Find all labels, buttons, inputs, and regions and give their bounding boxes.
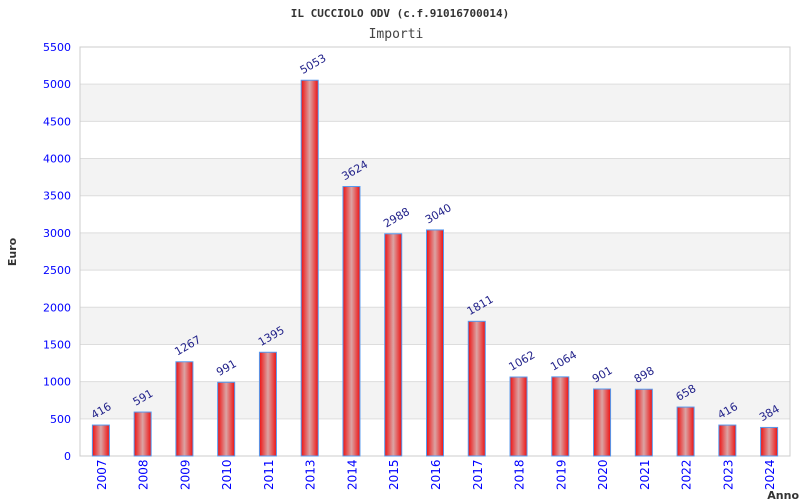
bar [718,424,737,457]
bar [133,411,152,457]
y-tick-label: 1000 [43,376,71,389]
data-label: 1064 [548,348,579,373]
x-tick-label: 2023 [721,459,735,490]
bar [467,320,486,457]
bar [676,406,695,457]
x-tick-label: 2011 [262,459,276,490]
bar [551,376,570,457]
bars [91,79,779,457]
bar [634,388,653,457]
data-label: 991 [214,357,239,379]
data-label: 2988 [381,205,412,230]
y-axis-label: Euro [6,237,19,266]
y-axis-ticks: 0 500 1000 1500 2000 2500 3000 3500 4000 4500 5000… [43,41,71,463]
x-tick-label: 2010 [220,459,234,490]
y-tick-label: 4000 [43,153,71,166]
y-tick-label: 5000 [43,78,71,91]
y-tick-label: 1500 [43,338,71,351]
y-tick-label: 5500 [43,41,71,54]
y-tick-label: 0 [64,450,71,463]
x-tick-label: 2015 [387,459,401,490]
data-label: 5053 [298,52,329,77]
chart-title: IL CUCCIOLO ODV (c.f.91016700014) [291,7,510,20]
x-tick-label: 2022 [680,459,694,490]
bar [175,361,194,457]
x-axis-label: Anno [767,489,799,500]
y-tick-label: 3000 [43,227,71,240]
x-tick-label: 2017 [471,459,485,490]
x-tick-label: 2016 [429,459,443,490]
chart-subtitle: Importi [369,27,424,42]
x-tick-label: 2007 [95,459,109,490]
y-tick-label: 4500 [43,115,71,128]
x-tick-label: 2020 [596,459,610,490]
bar [217,381,236,457]
x-tick-label: 2013 [304,459,318,490]
data-label: 1062 [507,348,538,373]
y-tick-label: 500 [50,413,71,426]
bar [760,426,779,457]
y-tick-label: 3500 [43,190,71,203]
x-tick-label: 2024 [763,459,777,490]
y-tick-label: 2000 [43,301,71,314]
x-tick-label: 2021 [638,459,652,490]
band [80,158,790,196]
bar [593,388,612,457]
bar [342,186,361,457]
bar [258,351,277,457]
x-tick-label: 2018 [513,459,527,490]
bar [300,79,319,457]
x-tick-label: 2014 [345,459,359,490]
bar [91,424,110,457]
x-axis-ticks: 2007 2008 2009 2010 2011 2013 2014 2015 2016 2017… [95,459,777,490]
y-tick-label: 2500 [43,264,71,277]
bar [426,229,444,457]
x-tick-label: 2019 [554,459,568,490]
x-tick-label: 2009 [178,459,192,490]
bar [384,233,403,457]
bar [509,376,528,457]
x-tick-label: 2008 [137,459,151,490]
data-label: 3040 [423,201,454,226]
band [80,84,790,122]
